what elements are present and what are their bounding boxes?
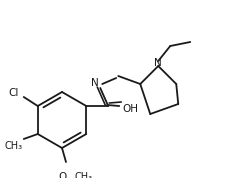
Text: Cl: Cl bbox=[9, 88, 19, 98]
Text: CH₃: CH₃ bbox=[75, 172, 93, 178]
Text: OH: OH bbox=[122, 104, 138, 114]
Text: N: N bbox=[154, 58, 161, 68]
Text: O: O bbox=[58, 172, 67, 178]
Text: N: N bbox=[91, 78, 99, 88]
Text: CH₃: CH₃ bbox=[5, 141, 23, 151]
